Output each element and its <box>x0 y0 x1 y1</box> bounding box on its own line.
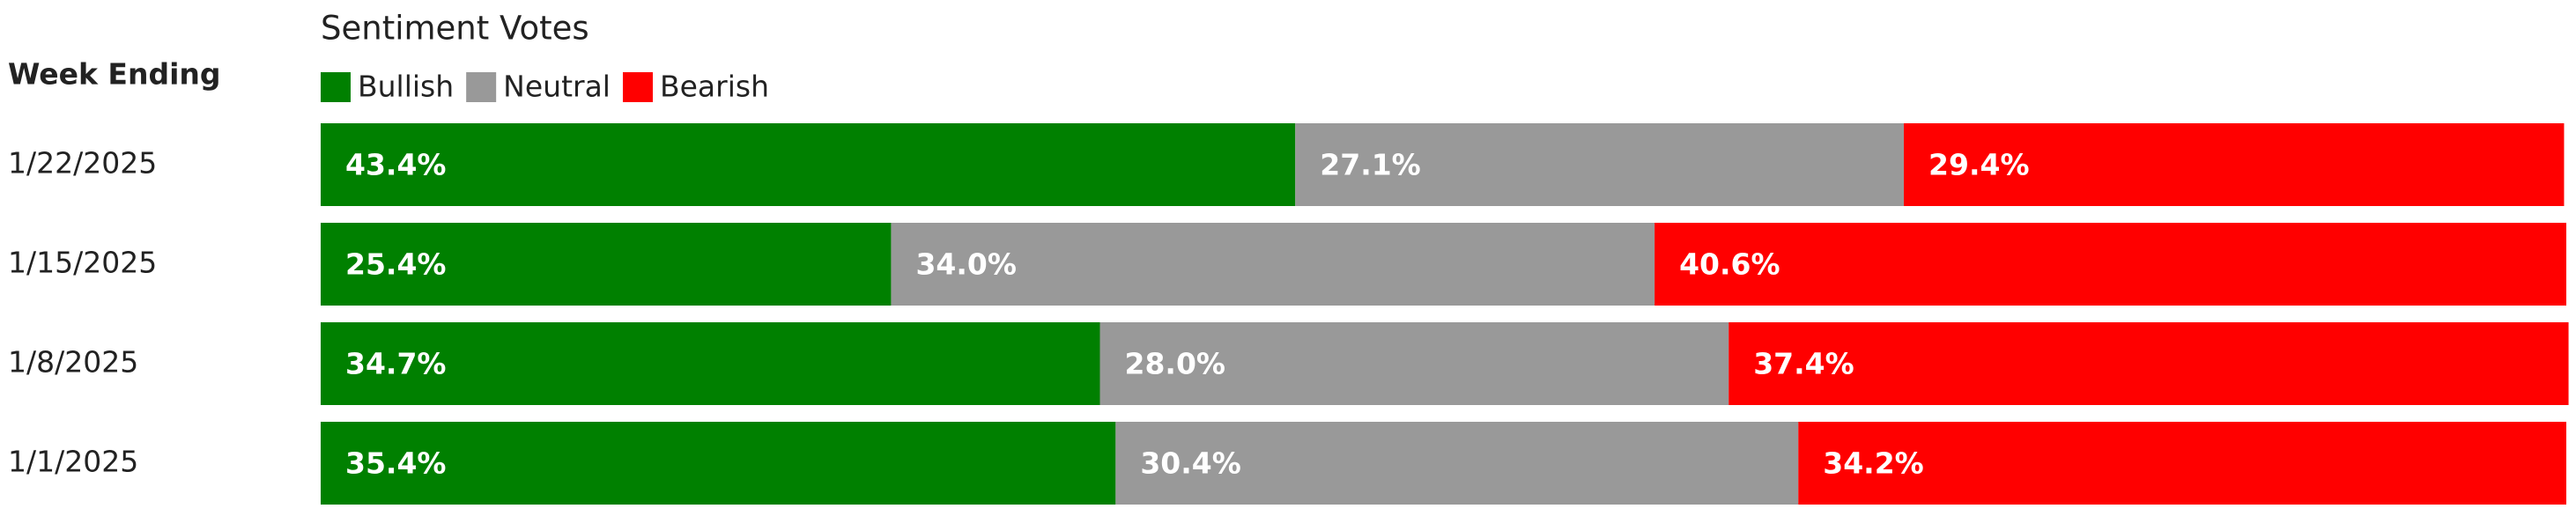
data-label: 34.2% <box>1823 446 1924 481</box>
bar-segment <box>321 223 892 306</box>
bar-segment <box>321 322 1100 405</box>
data-label: 40.6% <box>1679 247 1780 282</box>
legend-label: Bearish <box>660 70 769 104</box>
legend-swatch <box>321 72 351 102</box>
data-label: 37.4% <box>1753 347 1854 381</box>
bar-segment <box>1798 422 2566 505</box>
data-label: 30.4% <box>1140 446 1241 481</box>
y-tick-label: 1/1/2025 <box>8 445 138 479</box>
data-label: 25.4% <box>345 247 447 282</box>
bar-segment <box>1295 123 1905 206</box>
legend-label: Bullish <box>358 70 454 104</box>
y-tick-label: 1/22/2025 <box>8 146 157 181</box>
bar-segment <box>1728 322 2569 405</box>
data-label: 43.4% <box>345 148 447 182</box>
data-label: 27.1% <box>1320 148 1421 182</box>
data-label: 34.0% <box>915 247 1017 282</box>
legend-swatch <box>466 72 497 102</box>
legend-swatch <box>622 72 653 102</box>
bar-segment <box>321 123 1296 206</box>
bar-segment <box>1099 322 1729 405</box>
bar-segment <box>1654 223 2566 306</box>
category-axis-title: Week Ending <box>8 57 221 92</box>
y-tick-label: 1/8/2025 <box>8 345 138 380</box>
bar-segment <box>321 422 1116 505</box>
bar-segment <box>1115 422 1799 505</box>
bar-segment <box>1904 123 2565 206</box>
chart-title: Sentiment Votes <box>321 10 589 48</box>
data-label: 29.4% <box>1928 148 2030 182</box>
bar-segment <box>891 223 1655 306</box>
data-label: 34.7% <box>345 347 447 381</box>
data-label: 28.0% <box>1125 347 1226 381</box>
y-tick-label: 1/15/2025 <box>8 246 157 280</box>
legend-label: Neutral <box>503 70 611 104</box>
data-label: 35.4% <box>345 446 447 481</box>
